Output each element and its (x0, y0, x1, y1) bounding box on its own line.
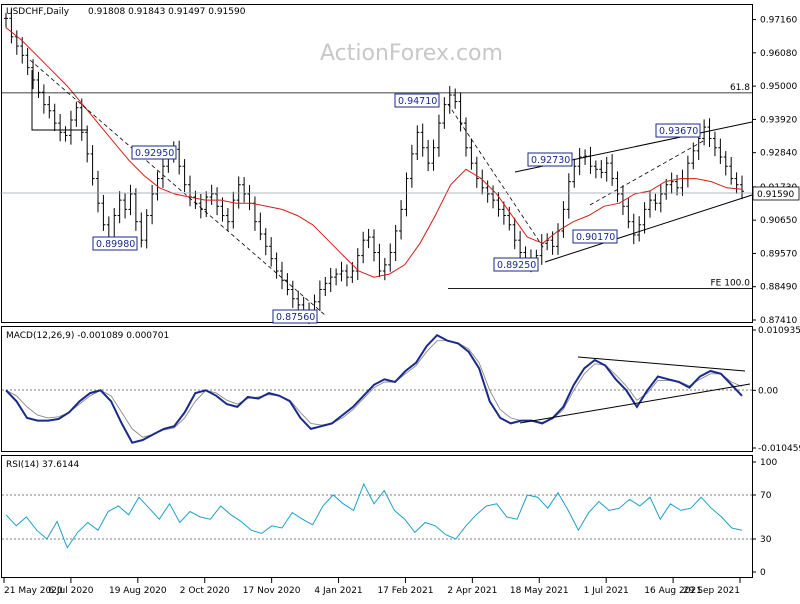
x-tick-label: 17 Feb 2021 (377, 586, 433, 596)
y-tick-label: 0 (760, 568, 766, 578)
x-tick-label: 2 Apr 2021 (447, 586, 497, 596)
y-tick-label: 30 (760, 535, 772, 545)
y-tick-label: 100 (760, 458, 777, 468)
y-tick-label: 0.87410 (760, 316, 797, 326)
annotation-label: 0.89980 (96, 239, 135, 250)
x-tick-label: 1 Jul 2021 (584, 586, 629, 596)
dashed-channel-down (29, 59, 326, 316)
annotation-box (92, 236, 138, 251)
dashed-channel-mid (447, 103, 546, 251)
x-tick-label: 6 Jul 2020 (48, 586, 93, 596)
x-tick-label: 17 Nov 2020 (243, 586, 301, 596)
y-tick-label: 0.96080 (760, 49, 797, 59)
annotation-labels: 0.92950 0.89980 0.87560 0.94710 0.92730 … (92, 93, 701, 324)
ohlc-header: 0.91808 0.91843 0.91497 0.91590 (88, 7, 246, 17)
x-tick-label: 29 Sep 2021 (683, 586, 740, 596)
dashed-channel-up (589, 139, 706, 206)
annotation-box (131, 145, 177, 160)
trend-line-early (31, 70, 88, 131)
y-tick-label: 0.93920 (760, 115, 797, 125)
watermark: ActionForex.com (320, 41, 503, 66)
macd-line (5, 333, 743, 444)
price-panel (1, 4, 753, 323)
ohlc-bars (4, 9, 744, 325)
current-price-label: 0.91590 (757, 190, 794, 200)
x-tick-label: 4 Jan 2021 (314, 586, 362, 596)
annotation-label: 0.93670 (659, 126, 698, 137)
annotation-label: 0.89250 (497, 260, 536, 271)
y-tick-label: 0.88490 (760, 283, 797, 293)
annotation-box (493, 257, 539, 272)
y-tick-label: 0.97160 (760, 16, 797, 26)
annotation-box (527, 152, 573, 167)
price-title: USDCHF,Daily (6, 7, 70, 17)
annotation-box (272, 309, 318, 324)
y-tick-label: 0.89570 (760, 249, 797, 259)
level-label: 61.8 (730, 83, 750, 93)
rsi-line (5, 482, 743, 549)
annotation-box (394, 93, 440, 108)
x-tick-label: 2 Oct 2020 (180, 586, 230, 596)
annotation-label: 0.92730 (531, 155, 570, 166)
current-price-box (752, 186, 800, 201)
macd-upper-trend (577, 356, 746, 372)
x-tick-label: 18 May 2021 (510, 586, 569, 596)
channel-lower-line (544, 194, 753, 263)
macd-title: MACD(12,26,9) -0.001089 0.000701 (6, 331, 169, 341)
macd-panel (1, 326, 753, 452)
y-tick-label: 0.90650 (760, 216, 797, 226)
y-tick-label: 0.92840 (760, 149, 797, 159)
y-tick-label: 0.010935 (758, 326, 800, 336)
y-tick-label: 0.95000 (760, 82, 797, 92)
annotation-box (572, 229, 618, 244)
annotation-label: 0.92950 (135, 148, 174, 159)
y-tick-label: -0.010459 (758, 444, 800, 454)
annotation-label: 0.94710 (398, 96, 437, 107)
annotation-label: 0.90170 (576, 232, 615, 243)
annotation-label: 0.87560 (276, 312, 315, 323)
x-tick-label: 16 Aug 2021 (644, 586, 702, 596)
annotation-box (655, 123, 701, 138)
rsi-title: RSI(14) 37.6144 (6, 460, 79, 470)
macd-y-axis: 0.010935 0.00 -0.010459 (752, 326, 800, 454)
rsi-y-axis: 100 70 30 0 (2, 458, 777, 578)
macd-signal-line (5, 340, 743, 438)
y-tick-label: 0.00 (758, 386, 778, 396)
x-tick-label: 19 Aug 2020 (109, 586, 167, 596)
fib-levels: 61.8 FE 100.0 (2, 83, 752, 289)
y-tick-label: 70 (760, 491, 772, 501)
rsi-panel (1, 455, 753, 578)
macd-lower-trend (519, 383, 751, 424)
x-tick-label: 21 May 2020 (4, 586, 63, 596)
moving-average-line (5, 27, 743, 278)
level-label: FE 100.0 (711, 279, 751, 289)
price-y-axis: 0.971600.960800.950000.939200.928400.917… (752, 16, 797, 326)
